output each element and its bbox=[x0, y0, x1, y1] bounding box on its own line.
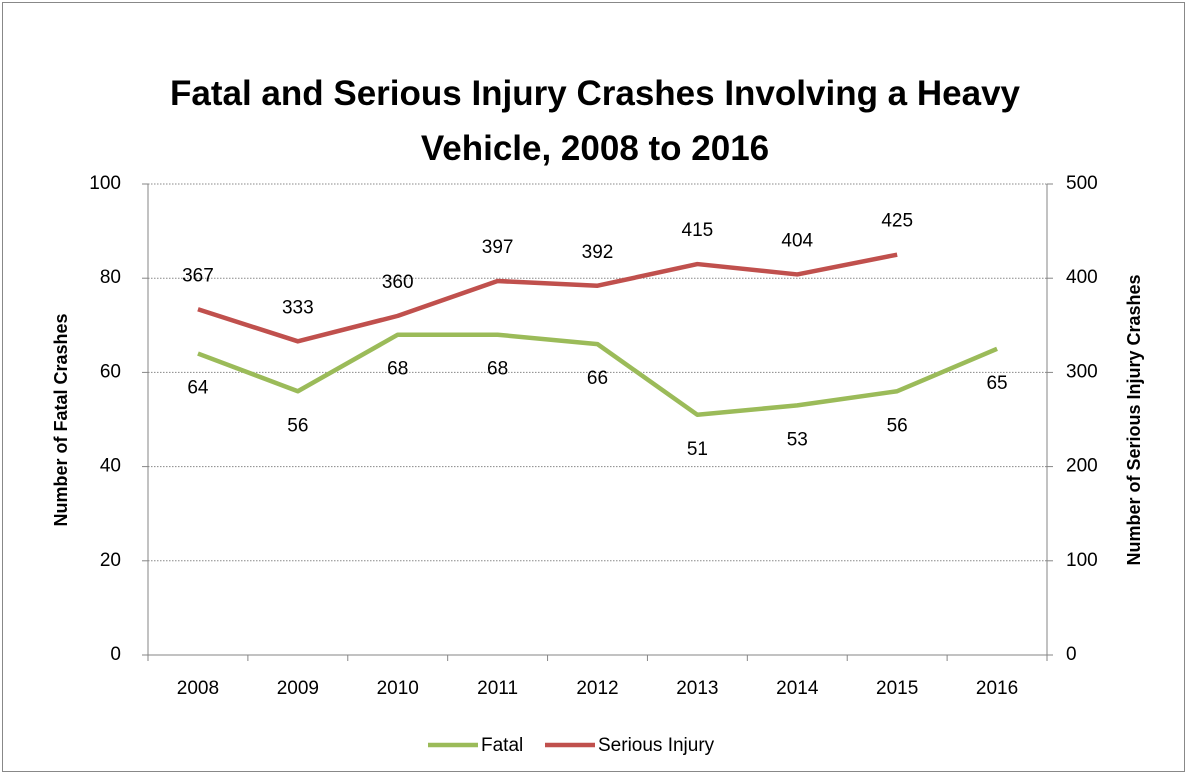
x-tick-label: 2009 bbox=[277, 678, 319, 699]
data-label: 56 bbox=[287, 415, 308, 436]
x-tick-label: 2016 bbox=[976, 678, 1018, 699]
x-tick-label: 2013 bbox=[676, 678, 718, 699]
y2-axis-title: Number of Serious Injury Crashes bbox=[1124, 274, 1144, 565]
series-line bbox=[197, 332, 998, 418]
data-label: 68 bbox=[387, 359, 408, 380]
data-label: 425 bbox=[881, 211, 913, 232]
data-label: 392 bbox=[582, 242, 614, 263]
x-tick-label: 2012 bbox=[576, 678, 618, 699]
legend-label: Serious Injury bbox=[598, 735, 715, 756]
y-tick-label: 100 bbox=[89, 173, 121, 194]
data-label: 51 bbox=[687, 439, 708, 460]
x-tick-label: 2010 bbox=[377, 678, 419, 699]
x-tick-label: 2014 bbox=[776, 678, 819, 699]
series-line bbox=[197, 252, 898, 344]
y-tick-label: 80 bbox=[100, 267, 121, 288]
y2-tick-label: 0 bbox=[1066, 644, 1077, 665]
y2-tick-label: 100 bbox=[1066, 550, 1098, 571]
data-label: 68 bbox=[487, 359, 508, 380]
data-label: 53 bbox=[787, 429, 808, 450]
chart-title: Fatal and Serious Injury Crashes Involvi… bbox=[169, 74, 1020, 168]
y2-tick-label: 400 bbox=[1066, 267, 1098, 288]
y-tick-label: 20 bbox=[100, 550, 121, 571]
data-label: 66 bbox=[587, 368, 608, 389]
data-label: 64 bbox=[187, 378, 209, 399]
data-label: 397 bbox=[482, 237, 514, 258]
data-label: 65 bbox=[986, 373, 1007, 394]
y-axis-title: Number of Fatal Crashes bbox=[51, 313, 71, 526]
x-tick-label: 2008 bbox=[177, 678, 219, 699]
data-label: 404 bbox=[781, 230, 813, 251]
x-tick-label: 2011 bbox=[477, 678, 518, 699]
data-label: 360 bbox=[382, 272, 414, 293]
y-tick-label: 40 bbox=[100, 456, 121, 477]
x-tick-label: 2015 bbox=[876, 678, 918, 699]
data-label: 333 bbox=[282, 297, 314, 318]
y-tick-label: 0 bbox=[110, 644, 121, 665]
y2-tick-label: 500 bbox=[1066, 173, 1098, 194]
y-tick-label: 60 bbox=[100, 361, 121, 382]
data-label: 56 bbox=[887, 415, 908, 436]
data-label: 415 bbox=[682, 220, 714, 241]
y2-tick-label: 300 bbox=[1066, 361, 1098, 382]
legend-label: Fatal bbox=[481, 735, 523, 756]
data-label: 367 bbox=[182, 265, 214, 286]
y2-tick-label: 200 bbox=[1066, 456, 1098, 477]
